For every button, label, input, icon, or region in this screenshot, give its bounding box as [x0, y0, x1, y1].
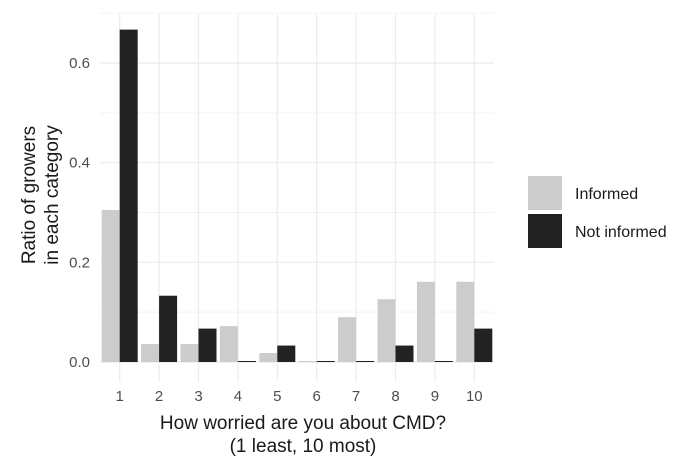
bar-informed-10: [456, 281, 475, 362]
bar-informed-9: [416, 281, 435, 362]
bar-not-informed-8: [395, 345, 414, 362]
bar-not-informed-1: [119, 29, 138, 363]
x-tick-label: 3: [194, 388, 202, 405]
bar-informed-8: [377, 299, 396, 362]
x-tick-label: 9: [431, 388, 439, 405]
y-tick-label: 0.0: [69, 354, 90, 371]
bar-informed-3: [180, 344, 199, 362]
y-axis-title-line-1: Ratio of growers: [19, 126, 40, 264]
legend-key-informed: [528, 176, 562, 210]
x-tick-label: 4: [234, 388, 242, 405]
bar-not-informed-6: [316, 361, 335, 362]
legend-key-not-informed: [528, 214, 562, 248]
bar-informed-1: [101, 210, 120, 362]
x-tick-label: 1: [116, 388, 124, 405]
bar-not-informed-7: [356, 361, 375, 362]
bar-informed-4: [219, 326, 238, 362]
x-tick-label: 2: [155, 388, 163, 405]
bar-not-informed-10: [474, 328, 493, 362]
x-axis-ticks: 1 2 3 4 5 6 7 8 9 10: [116, 388, 483, 405]
x-tick-label: 5: [273, 388, 281, 405]
legend: Informed Not informed: [528, 176, 667, 248]
bar-not-informed-5: [277, 345, 296, 362]
bar-not-informed-9: [434, 361, 453, 362]
bar-not-informed-4: [237, 361, 256, 362]
x-tick-label: 8: [391, 388, 399, 405]
y-axis-title-line-2: in each category: [42, 125, 63, 265]
grid: [100, 12, 494, 382]
bar-informed-7: [338, 317, 357, 362]
bar-informed-5: [259, 353, 278, 362]
x-axis-title-line-1: How worried are you about CMD?: [160, 413, 446, 434]
bar-not-informed-2: [159, 295, 178, 362]
legend-label-not-informed: Not informed: [575, 224, 667, 241]
y-tick-label: 0.2: [69, 254, 90, 271]
y-tick-label: 0.4: [69, 155, 90, 172]
x-tick-label: 10: [466, 388, 483, 405]
bar-informed-6: [298, 361, 317, 362]
y-axis-ticks: 0.0 0.2 0.4 0.6: [69, 55, 90, 371]
x-tick-label: 7: [352, 388, 360, 405]
bars: [101, 29, 493, 363]
x-axis-title-line-2: (1 least, 10 most): [230, 436, 377, 457]
bar-not-informed-3: [198, 328, 217, 362]
y-tick-label: 0.6: [69, 55, 90, 72]
x-tick-label: 6: [313, 388, 321, 405]
legend-label-informed: Informed: [575, 186, 638, 203]
bar-informed-2: [141, 344, 160, 362]
